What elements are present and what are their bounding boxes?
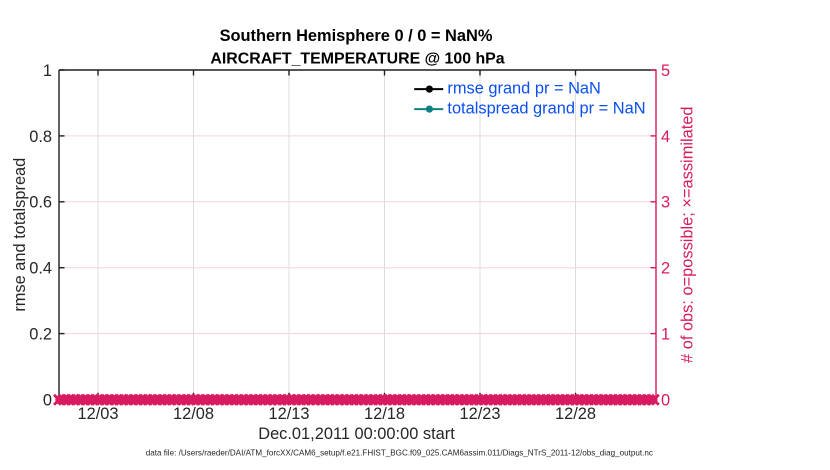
- svg-text:0.4: 0.4: [29, 260, 52, 278]
- svg-text:0: 0: [661, 391, 670, 409]
- svg-text:0: 0: [43, 391, 52, 409]
- svg-text:12/13: 12/13: [268, 405, 309, 423]
- svg-text:4: 4: [661, 128, 670, 146]
- svg-text:1: 1: [661, 326, 670, 344]
- svg-text:12/03: 12/03: [77, 405, 118, 423]
- svg-text:Southern Hemisphere 0 / 0 = Na: Southern Hemisphere 0 / 0 = NaN%: [220, 27, 493, 45]
- svg-text:12/18: 12/18: [364, 405, 405, 423]
- svg-text:totalspread grand pr = NaN: totalspread grand pr = NaN: [447, 99, 645, 117]
- svg-text:12/28: 12/28: [555, 405, 596, 423]
- svg-text:0.8: 0.8: [29, 128, 52, 146]
- svg-text:rmse and totalspread: rmse and totalspread: [11, 158, 29, 312]
- svg-text:1: 1: [43, 62, 52, 80]
- svg-text:Dec.01,2011 00:00:00 start: Dec.01,2011 00:00:00 start: [258, 425, 455, 443]
- svg-text:12/08: 12/08: [173, 405, 214, 423]
- svg-text:# of obs: o=possible; ×=assimi: # of obs: o=possible; ×=assimilated: [678, 106, 696, 363]
- svg-text:0.6: 0.6: [29, 194, 52, 212]
- svg-text:rmse grand pr = NaN: rmse grand pr = NaN: [447, 79, 601, 97]
- svg-text:3: 3: [661, 194, 670, 212]
- svg-text:2: 2: [661, 260, 670, 278]
- svg-text:AIRCRAFT_TEMPERATURE @ 100 hPa: AIRCRAFT_TEMPERATURE @ 100 hPa: [210, 50, 504, 67]
- svg-text:data file: /Users/raeder/DAI/A: data file: /Users/raeder/DAI/ATM_forcXX/…: [146, 449, 653, 458]
- svg-text:5: 5: [661, 62, 670, 80]
- svg-text:12/23: 12/23: [459, 405, 500, 423]
- svg-text:0.2: 0.2: [29, 326, 52, 344]
